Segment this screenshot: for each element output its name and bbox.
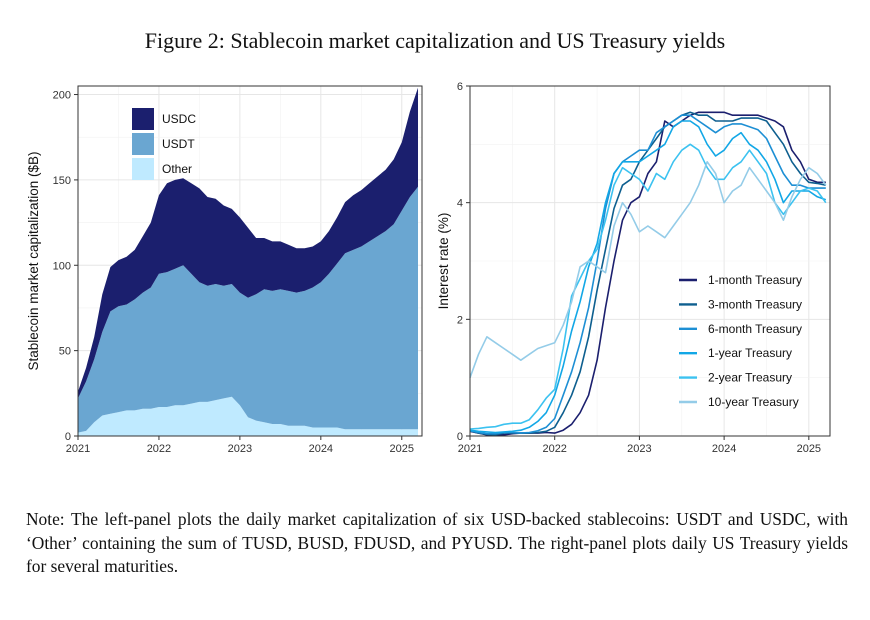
line-10-year-treasury [469,161,827,378]
legend-label-6-month-treasury: 6-month Treasury [708,322,802,336]
y-tick-label: 200 [53,90,71,102]
area-other [78,396,418,436]
y-tick-label: 50 [59,346,71,358]
y-tick-label: 150 [53,175,71,187]
legend-label-1-month-treasury: 1-month Treasury [708,273,802,287]
legend-label-usdc: USDC [162,112,196,126]
plot-border [77,85,423,437]
right-chart-treasury-yields: 2021 2022 2023 2024 2025 0 2 4 6 Interest rate (%… [436,81,831,455]
y-tick-label: 2 [457,314,463,326]
legend-label-2-year-treasury: 2-year Treasury [708,371,792,385]
y-axis-title: Interest rate (%) [436,213,451,310]
y-tick-label: 0 [457,431,463,443]
line-6-month-treasury [469,114,826,435]
line-1-year-treasury [469,120,827,434]
y-axis-title: Stablecoin market capitalization ($B) [26,151,41,370]
legend-swatch-usdc [132,108,154,130]
x-tick-label: 2021 [458,443,482,455]
y-tick-label: 100 [53,260,71,272]
y-tick-label: 4 [457,198,463,210]
y-tick-label: 6 [457,81,463,93]
line-2-year-treasury [469,143,827,430]
x-tick-label: 2023 [627,443,651,455]
y-tick-label: 0 [65,431,71,443]
x-tick-label: 2024 [309,443,333,455]
x-tick-label: 2023 [228,443,252,455]
x-tick-label: 2022 [147,443,171,455]
x-tick-label: 2025 [797,443,821,455]
legend-swatch-usdt [132,133,154,155]
figure-note: Note: The left-panel plots the daily mar… [26,509,848,576]
area-usdc [78,87,418,399]
x-tick-label: 2024 [712,443,736,455]
legend-label-10-year-treasury: 10-year Treasury [708,395,799,409]
figure-title: Figure 2: Stablecoin market capitalizati… [144,28,726,53]
legend-label-usdt: USDT [162,137,195,151]
plot-border [469,85,831,437]
x-tick-label: 2021 [66,443,90,455]
legend-label-1-year-treasury: 1-year Treasury [708,346,792,360]
x-tick-label: 2025 [390,443,414,455]
legend-label-other: Other [162,162,192,176]
legend-label-3-month-treasury: 3-month Treasury [708,297,802,311]
x-tick-label: 2022 [542,443,566,455]
legend-swatch-other [132,158,154,180]
area-usdt [78,186,418,433]
left-chart-stacked-area: 2021 2022 2023 2024 2025 0 50 100 150 200 Stableco… [26,85,423,455]
